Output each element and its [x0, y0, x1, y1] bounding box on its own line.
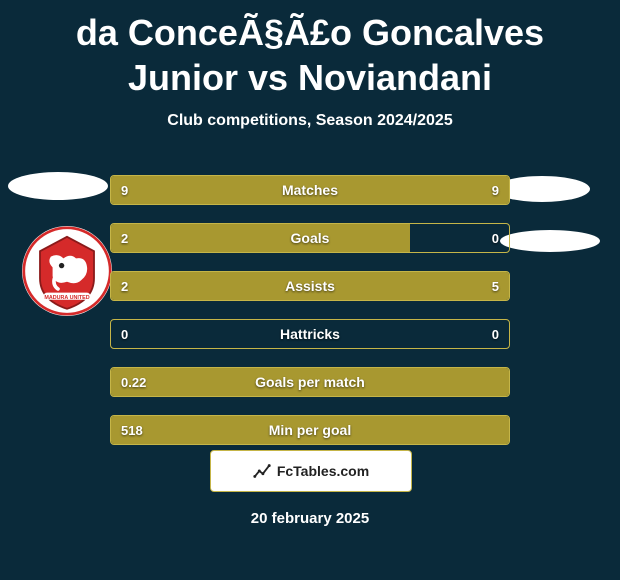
player-right-placeholder-2: [500, 230, 600, 252]
bar-left: [111, 176, 310, 204]
stat-row: 0 0Hattricks: [110, 319, 510, 349]
player-left-placeholder: [8, 172, 108, 200]
footer-brand-text: FcTables.com: [277, 463, 369, 479]
value-right: 0: [482, 320, 509, 348]
team-badge: MADURA UNITED: [22, 226, 112, 316]
value-right: 9: [482, 176, 509, 204]
value-right: 5: [482, 272, 509, 300]
bar-right: [224, 272, 509, 300]
bar-left: [111, 416, 509, 444]
subtitle: Club competitions, Season 2024/2025: [0, 112, 620, 130]
stat-row: 25Assists: [110, 271, 510, 301]
stats-rows: 99Matches20Goals25Assists00Hattricks0.22…: [110, 175, 510, 463]
value-left: 2: [111, 224, 138, 252]
stat-row: 99Matches: [110, 175, 510, 205]
value-left: 0: [111, 320, 138, 348]
stat-row: 20Goals: [110, 223, 510, 253]
page-title: da ConceÃ§Ã£o Goncalves Junior vs Novian…: [0, 10, 620, 100]
bar-left: [111, 224, 410, 252]
value-left: 518: [111, 416, 153, 444]
badge-text: MADURA UNITED: [44, 295, 89, 301]
value-left: 9: [111, 176, 138, 204]
bar-right: [310, 176, 509, 204]
stat-row: 0.22Goals per match: [110, 367, 510, 397]
bar-left: [111, 368, 509, 396]
stat-row: 518Min per goal: [110, 415, 510, 445]
value-left: 0.22: [111, 368, 156, 396]
footer-brand: FcTables.com: [210, 450, 412, 492]
footer-date: 20 february 2025: [0, 510, 620, 527]
value-right: 0: [482, 224, 509, 252]
row-label: Hattricks: [111, 320, 509, 348]
fctables-icon: [253, 462, 271, 480]
value-left: 2: [111, 272, 138, 300]
